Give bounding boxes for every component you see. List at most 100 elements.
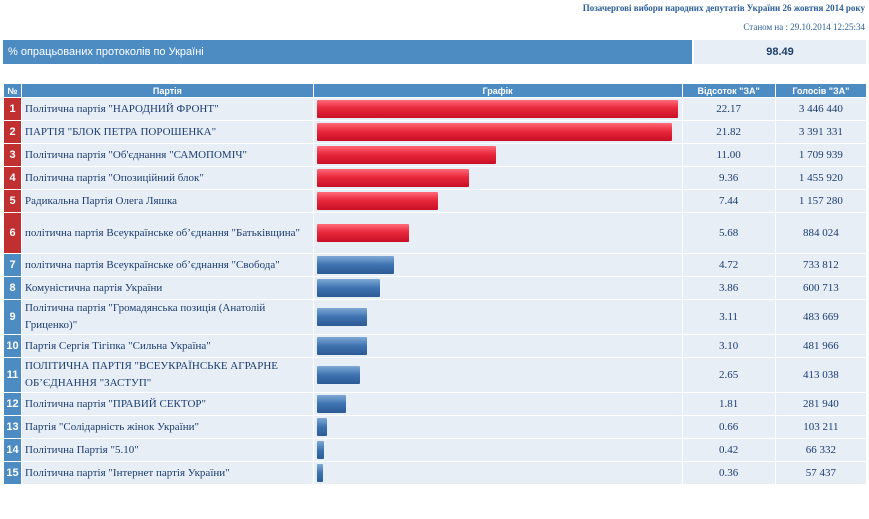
graph-cell [313,462,682,484]
table-row: 8 Комуністична партія України 3.86 600 713 [4,277,866,299]
party-name-link[interactable]: Радикальна Партія Олега Ляшка [22,190,313,212]
header-party: Партія [22,84,313,97]
votes-value: 481 966 [775,335,866,357]
table-row: 10 Партія Сергія Тігіпка "Сильна Україна"… [4,335,866,357]
vote-share-bar [316,279,380,297]
votes-value: 413 038 [775,358,866,392]
table-row: 12 Політична партія "ПРАВИЙ СЕКТОР" 1.81 28… [4,393,866,415]
graph-cell [313,121,682,143]
percent-value: 21.82 [682,121,775,143]
votes-value: 281 940 [775,393,866,415]
row-number: 15 [4,462,22,484]
vote-share-bar [316,123,672,141]
row-number: 11 [4,358,22,392]
party-name-link[interactable]: Політична партія "ПРАВИЙ СЕКТОР" [22,393,313,415]
party-name-link[interactable]: Політична партія "НАРОДНИЙ ФРОНТ" [22,98,313,120]
vote-share-bar [316,337,368,355]
table-row: 7 політична партія Всеукраїнське об’єднан… [4,254,866,276]
vote-share-bar [316,224,410,242]
vote-share-bar [316,146,496,164]
table-row: 14 Політична Партія "5.10" 0.42 66 332 [4,439,866,461]
party-name-link[interactable]: Партія "Солідарність жінок України" [22,416,313,438]
percent-value: 22.17 [682,98,775,120]
votes-value: 66 332 [775,439,866,461]
table-row: 11 ПОЛІТИЧНА ПАРТІЯ "ВСЕУКРАЇНСЬКЕ АГРАРН… [4,358,866,392]
vote-share-bar [316,441,324,459]
vote-share-bar [316,366,360,384]
graph-cell [313,254,682,276]
graph-cell [313,439,682,461]
votes-value: 483 669 [775,300,866,334]
header-percent: Відсоток "ЗА" [682,84,775,97]
vote-share-bar [316,464,323,482]
party-name-link[interactable]: ПОЛІТИЧНА ПАРТІЯ "ВСЕУКРАЇНСЬКЕ АГРАРНЕ … [22,358,313,392]
party-name-link[interactable]: Партія Сергія Тігіпка "Сильна Україна" [22,335,313,357]
party-name-link[interactable]: Політична партія "Опозиційний блок" [22,167,313,189]
table-row: 6 політична партія Всеукраїнське об’єднан… [4,213,866,253]
header-date: Станом на : 29.10.2014 12:25:34 [743,22,865,32]
percent-value: 7.44 [682,190,775,212]
votes-value: 1 709 939 [775,144,866,166]
header-graph: Графік [313,84,682,97]
graph-cell [313,144,682,166]
graph-cell [313,335,682,357]
vote-share-bar [316,100,678,118]
graph-cell [313,190,682,212]
percent-value: 0.66 [682,416,775,438]
party-name-link[interactable]: Політична партія "Інтернет партія Україн… [22,462,313,484]
percent-value: 2.65 [682,358,775,392]
party-name-link[interactable]: політична партія Всеукраїнське об’єднанн… [22,254,313,276]
graph-cell [313,98,682,120]
vote-share-bar [316,308,368,326]
row-number: 9 [4,300,22,334]
graph-cell [313,277,682,299]
percent-value: 11.00 [682,144,775,166]
party-name-link[interactable]: Політична Партія "5.10" [22,439,313,461]
table-row: 15 Політична партія "Інтернет партія Укра… [4,462,866,484]
percent-value: 3.86 [682,277,775,299]
percent-value: 0.42 [682,439,775,461]
votes-value: 57 437 [775,462,866,484]
row-number: 13 [4,416,22,438]
row-number: 3 [4,144,22,166]
row-number: 1 [4,98,22,120]
vote-share-bar [316,169,470,187]
table-row: 5 Радикальна Партія Олега Ляшка 7.44 1 157 … [4,190,866,212]
party-name-link[interactable]: Політична партія "Об'єднання "САМОПОМІЧ" [22,144,313,166]
graph-cell [313,416,682,438]
row-number: 7 [4,254,22,276]
graph-cell [313,393,682,415]
table-row: 9 Політична партія "Громадянська позиція … [4,300,866,334]
graph-cell [313,358,682,392]
header-title: Позачергові вибори народних депутатів Ук… [582,3,865,13]
votes-value: 884 024 [775,213,866,253]
percent-value: 9.36 [682,167,775,189]
summary-value: 98.49 [694,40,866,64]
votes-value: 103 211 [775,416,866,438]
graph-cell [313,300,682,334]
percent-value: 3.11 [682,300,775,334]
party-name-link[interactable]: ПАРТІЯ "БЛОК ПЕТРА ПОРОШЕНКА" [22,121,313,143]
party-name-link[interactable]: політична партія Всеукраїнське об’єднанн… [22,213,313,253]
party-name-link[interactable]: Комуністична партія України [22,277,313,299]
header-votes: Голосів "ЗА" [775,84,866,97]
table-row: 2 ПАРТІЯ "БЛОК ПЕТРА ПОРОШЕНКА" 21.82 3 391… [4,121,866,143]
percent-value: 5.68 [682,213,775,253]
table-row: 3 Політична партія "Об'єднання "САМОПОМІЧ… [4,144,866,166]
table-body: 1 Політична партія "НАРОДНИЙ ФРОНТ" 22.17 3… [4,98,866,484]
vote-share-bar [316,256,394,274]
graph-cell [313,167,682,189]
vote-share-bar [316,395,347,413]
votes-value: 1 455 920 [775,167,866,189]
table-header-row: № Партія Графік Відсоток "ЗА" Голосів "З… [4,84,866,97]
row-number: 5 [4,190,22,212]
summary-label: % опрацьованих протоколів по Україні [3,40,692,64]
table-row: 13 Партія "Солідарність жінок України" 0.6… [4,416,866,438]
votes-value: 600 713 [775,277,866,299]
row-number: 12 [4,393,22,415]
party-name-link[interactable]: Політична партія "Громадянська позиція (… [22,300,313,334]
percent-value: 1.81 [682,393,775,415]
header-number: № [4,84,22,97]
votes-value: 733 812 [775,254,866,276]
results-table: № Партія Графік Відсоток "ЗА" Голосів "З… [3,83,867,485]
